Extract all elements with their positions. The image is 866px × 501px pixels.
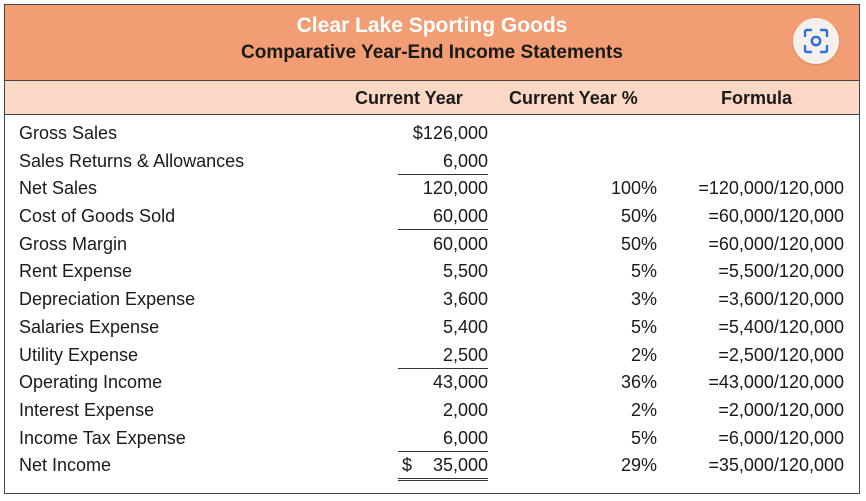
row-formula: =5,400/120,000 [718,316,844,337]
row-amount: 60,000 [432,233,488,254]
row-percent: 50% [620,206,657,227]
row-formula: =60,000/120,000 [708,206,844,227]
row-label: Interest Expense [19,399,155,420]
row-amount: 5,400 [442,316,488,337]
row-label: Cost of Goods Sold [19,206,176,227]
row-percent: 29% [620,455,657,476]
row-formula: =43,000/120,000 [708,372,844,393]
row-label: Operating Income [19,372,163,393]
row-percent: 2% [630,344,657,365]
row-formula: =2,500/120,000 [718,344,844,365]
column-header-formula: Formula [721,88,793,108]
row-percent: 5% [630,427,657,448]
row-amount: 2,000 [442,399,488,420]
row-percent: 36% [620,372,657,393]
row-amount: 5,500 [442,261,488,282]
income-statement-table: Clear Lake Sporting Goods Comparative Ye… [4,4,860,494]
row-formula: =3,600/120,000 [718,289,844,310]
row-percent: 5% [630,261,657,282]
currency-symbol: $ [402,455,413,476]
column-header-current-year-percent: Current Year % [509,88,638,108]
row-amount: 6,000 [398,425,488,452]
table-row: Net Sales 120,000 100% =120,000/120,000 [5,175,859,203]
table-row: Cost of Goods Sold 60,000 50% =60,000/12… [5,203,859,231]
row-label: Rent Expense [19,261,133,282]
visual-search-button[interactable] [793,18,839,64]
table-header: Clear Lake Sporting Goods Comparative Ye… [5,5,859,81]
row-formula: =2,000/120,000 [718,399,844,420]
row-formula: =120,000/120,000 [698,178,844,199]
table-row: Income Tax Expense 6,000 5% =6,000/120,0… [5,425,859,453]
row-label: Sales Returns & Allowances [19,150,245,171]
table-row: Net Income $ 35,000 29% =35,000/120,000 [5,452,859,482]
row-percent: 50% [620,233,657,254]
row-label: Utility Expense [19,344,139,365]
table-row: Rent Expense 5,500 5% =5,500/120,000 [5,258,859,286]
table-row: Utility Expense 2,500 2% =2,500/120,000 [5,342,859,370]
statement-rows: Gross Sales $126,000 Sales Returns & All… [5,120,859,482]
row-label: Net Sales [19,178,98,199]
row-formula: =60,000/120,000 [708,233,844,254]
table-row: Gross Margin 60,000 50% =60,000/120,000 [5,231,859,259]
row-percent: 5% [630,316,657,337]
row-label: Depreciation Expense [19,289,196,310]
row-formula: =6,000/120,000 [718,427,844,448]
row-label: Gross Margin [19,233,128,254]
row-amount: 35,000 [432,455,488,476]
row-percent: 3% [630,289,657,310]
statement-subtitle: Comparative Year-End Income Statements [241,42,623,63]
camera-search-icon [803,28,829,54]
row-amount: 120,000 [422,178,488,199]
table-row: Salaries Expense 5,400 5% =5,400/120,000 [5,314,859,342]
row-formula: =35,000/120,000 [708,455,844,476]
table-row: Depreciation Expense 3,600 3% =3,600/120… [5,286,859,314]
company-title: Clear Lake Sporting Goods [296,14,568,37]
table-row: Interest Expense 2,000 2% =2,000/120,000 [5,397,859,425]
row-amount: 60,000 [398,203,488,231]
column-headers: Current Year Current Year % Formula [5,81,859,115]
row-label: Income Tax Expense [19,427,186,448]
row-amount: 3,600 [442,289,488,310]
row-label: Net Income [19,455,112,476]
row-amount: $126,000 [412,123,488,143]
row-amount-total: $ 35,000 [398,452,488,482]
row-percent: 2% [630,399,657,420]
row-amount: 6,000 [398,148,488,175]
row-amount: 43,000 [432,372,488,393]
column-header-current-year: Current Year [355,88,463,108]
table-row: Sales Returns & Allowances 6,000 [5,148,859,176]
row-label: Salaries Expense [19,316,160,337]
row-amount: 2,500 [398,342,488,369]
row-label: Gross Sales [19,123,118,143]
row-formula: =5,500/120,000 [718,261,844,282]
row-percent: 100% [610,178,657,199]
table-row: Gross Sales $126,000 [5,120,859,148]
table-row: Operating Income 43,000 36% =43,000/120,… [5,369,859,397]
